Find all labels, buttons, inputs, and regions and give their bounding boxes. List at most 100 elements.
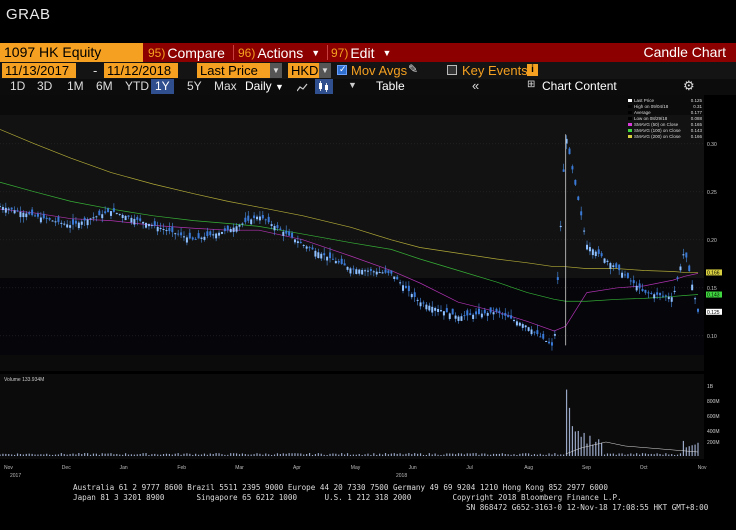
volume-bar: [311, 454, 314, 456]
period-ytd[interactable]: YTD: [125, 79, 149, 93]
period-6m[interactable]: 6M: [96, 79, 113, 93]
candle: [407, 285, 410, 292]
candle: [486, 312, 489, 316]
chart-content-button[interactable]: Chart Content: [542, 79, 617, 93]
x-tick-label: May: [351, 465, 361, 471]
candle: [437, 309, 440, 313]
line-chart-icon[interactable]: [296, 80, 308, 92]
end-date-field[interactable]: 11/12/2018: [104, 63, 178, 78]
candle: [556, 277, 559, 280]
compare-menu[interactable]: 95) Compare: [148, 43, 225, 62]
candle: [101, 214, 104, 219]
volume-bar: [233, 453, 235, 456]
volume-bar: [665, 453, 667, 456]
volume-bar: [209, 453, 211, 456]
candle-chart-icon[interactable]: [315, 79, 333, 94]
candle: [150, 224, 153, 226]
chevron-down-icon[interactable]: ▼: [319, 63, 331, 78]
candle: [320, 253, 323, 259]
candle: [124, 215, 127, 221]
candle: [369, 269, 372, 271]
candle: [72, 219, 75, 225]
candle: [288, 231, 291, 236]
edit-menu[interactable]: 97) Edit ▼: [331, 43, 391, 62]
candle: [513, 319, 516, 321]
volume-bar: [22, 454, 24, 456]
x-tick-label: Dec: [62, 465, 71, 471]
security-field[interactable]: 1097 HK Equity: [0, 43, 143, 62]
candle: [451, 308, 454, 315]
collapse-left-icon[interactable]: «: [472, 78, 480, 93]
volume-bar: [148, 454, 150, 456]
table-button[interactable]: Table: [376, 79, 405, 93]
mov-avgs-label[interactable]: Mov Avgs: [351, 63, 408, 78]
volume-bar: [633, 454, 635, 456]
volume-bar: [197, 454, 200, 456]
actions-menu[interactable]: 96) Actions ▼: [238, 43, 320, 62]
volume-bar: [697, 442, 699, 456]
candle: [147, 223, 150, 227]
period-3d[interactable]: 3D: [37, 79, 53, 93]
period-1d[interactable]: 1D: [10, 79, 26, 93]
volume-bar: [212, 454, 214, 456]
volume-y-tick-label: 1B: [707, 384, 714, 390]
pencil-icon[interactable]: ✎: [408, 62, 419, 76]
volume-bar: [636, 453, 638, 456]
legend-item: SMAVG (50) on Close 0.165: [628, 122, 702, 128]
legend-label: SMAVG (200) on Close: [634, 134, 681, 139]
volume-bar: [124, 453, 127, 456]
volume-bar: [630, 453, 632, 456]
chevron-down-icon[interactable]: ▼: [270, 63, 282, 78]
period-1y[interactable]: 1Y: [151, 79, 174, 94]
key-events-checkbox[interactable]: [447, 65, 457, 75]
volume-bar: [437, 454, 439, 456]
info-icon[interactable]: i: [527, 64, 538, 76]
currency-select[interactable]: HKD: [288, 63, 319, 78]
volume-bar: [66, 454, 68, 456]
volume-bar: [244, 454, 246, 456]
candle: [504, 312, 507, 316]
y-tick-label: 0.20: [707, 238, 717, 244]
volume-bar: [352, 454, 354, 456]
volume-chart-area[interactable]: [0, 374, 704, 459]
x-year-label: 2017: [10, 473, 21, 479]
volume-bar: [647, 454, 649, 456]
chevron-down-icon[interactable]: ▼: [348, 80, 357, 90]
volume-bar: [419, 453, 422, 456]
key-events-label[interactable]: Key Events: [462, 63, 528, 78]
price-chart-area[interactable]: [0, 95, 704, 371]
volume-bar: [454, 454, 457, 456]
volume-bar: [247, 454, 249, 456]
mov-avgs-checkbox[interactable]: [337, 64, 347, 75]
volume-bar: [268, 454, 270, 456]
candle: [215, 233, 218, 239]
volume-average-line: [565, 441, 699, 455]
frequency-select[interactable]: Daily ▼: [245, 79, 284, 94]
candle: [413, 292, 416, 297]
gear-icon[interactable]: ⚙: [683, 78, 695, 93]
candle: [673, 290, 676, 292]
candle: [559, 225, 562, 228]
volume-bar: [481, 453, 483, 456]
candle: [647, 292, 650, 294]
candle: [118, 213, 121, 215]
legend-swatch: [628, 123, 632, 126]
period-5y[interactable]: 5Y: [187, 79, 202, 93]
period-1m[interactable]: 1M: [67, 79, 84, 93]
command-bar: [0, 43, 736, 62]
price-field-select[interactable]: Last Price: [197, 63, 270, 78]
volume-bar: [679, 453, 682, 456]
candle: [697, 308, 699, 312]
candle: [159, 227, 162, 229]
start-date-field[interactable]: 11/13/2017: [2, 63, 76, 78]
volume-bar: [525, 453, 527, 456]
period-max[interactable]: Max: [214, 79, 237, 93]
divider: [327, 45, 328, 60]
volume-bar: [595, 441, 597, 456]
candle: [361, 269, 364, 275]
candle: [267, 216, 270, 223]
volume-bar: [288, 453, 290, 456]
footer-line-3: SN 868472 G652-3163-0 12-Nov-18 17:08:55…: [466, 503, 709, 512]
volume-bar: [262, 454, 264, 456]
volume-bar: [606, 453, 609, 456]
